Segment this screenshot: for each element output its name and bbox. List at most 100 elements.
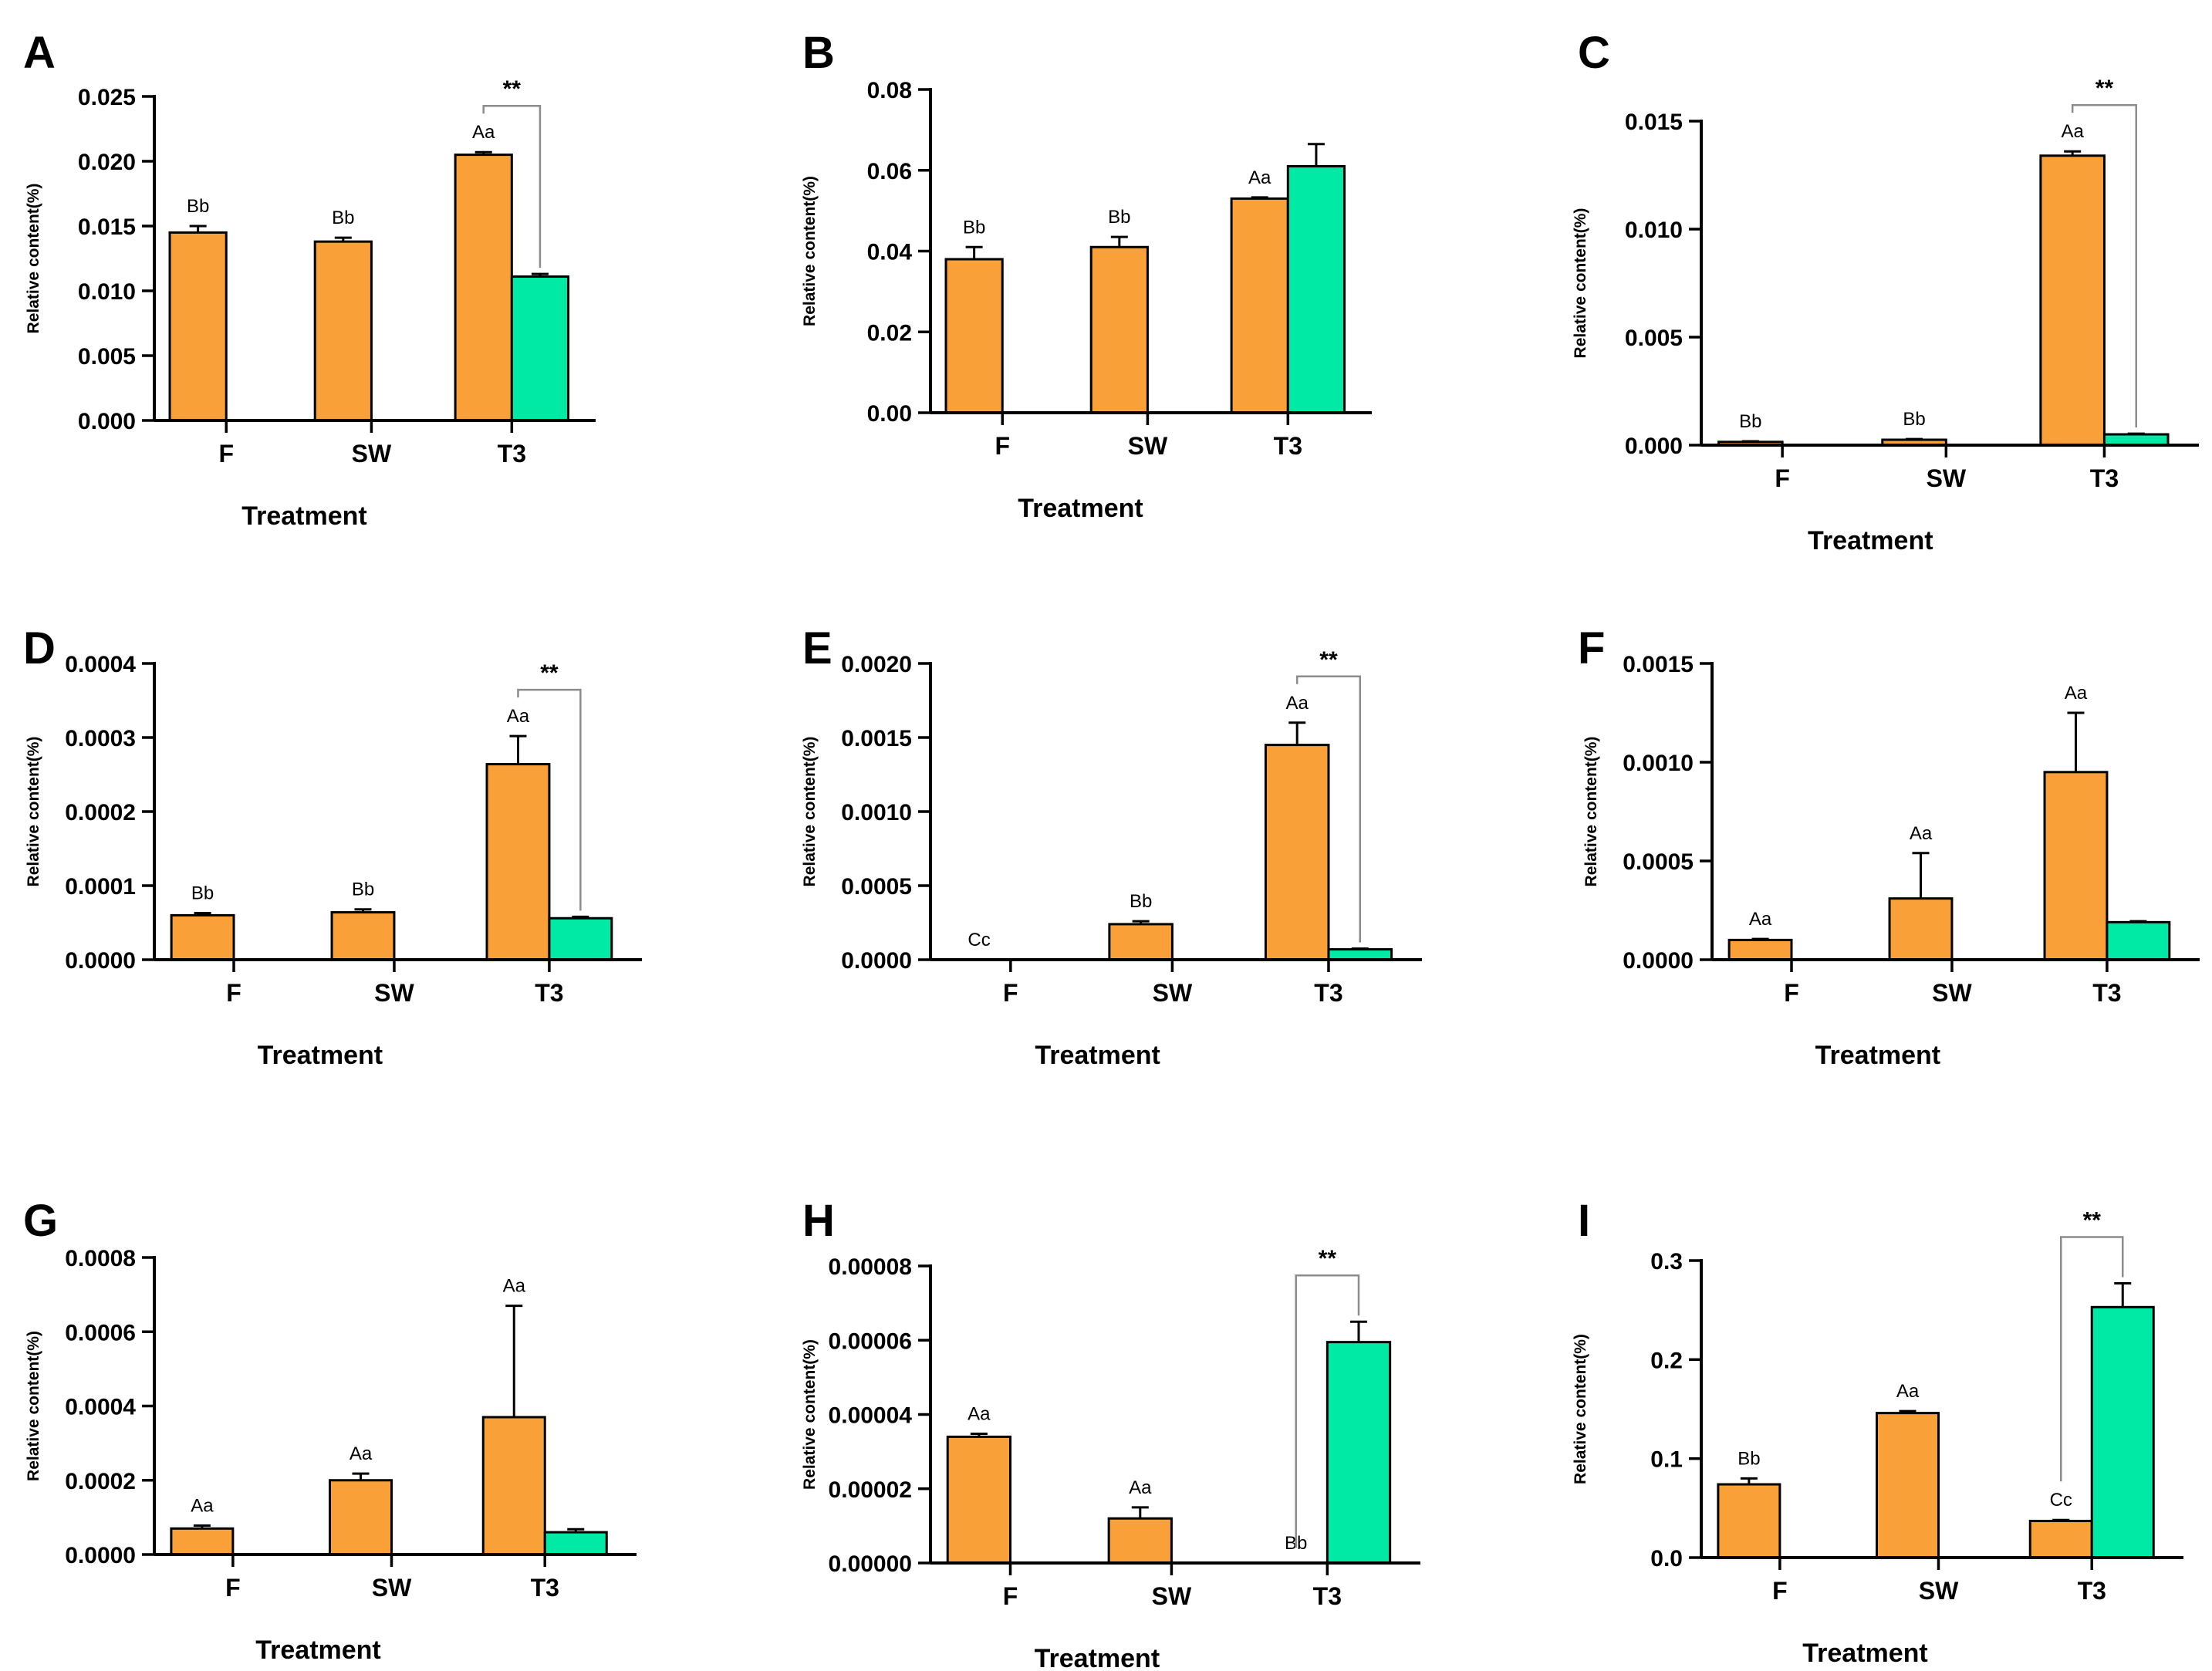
y-tick-label: 0.0003	[65, 726, 136, 751]
y-axis-title: Relative content(%)	[1582, 737, 1600, 887]
bar-green	[2106, 920, 2171, 961]
significance-letter: Bb	[1903, 409, 1925, 430]
bar-orange	[330, 911, 396, 961]
significance-letter: Aa	[1749, 909, 1772, 930]
y-tick-label: 0.0008	[65, 1246, 136, 1271]
x-tick-label: SW	[1927, 464, 1967, 492]
panel-letter: H	[802, 1196, 835, 1246]
y-tick-label: 0.0001	[65, 874, 136, 900]
significance-letter: Bb	[191, 883, 214, 904]
bar-orange	[1717, 1483, 1781, 1559]
significance-letter: Aa	[968, 1404, 991, 1425]
chart-panel-E: E Cc Bb Aa ** 0.0000 0.0005 0.0010 0.0015 0.0020 F…	[801, 623, 1422, 1070]
y-axis-title: Relative content(%)	[1572, 1334, 1589, 1484]
bar-green	[2090, 1305, 2155, 1559]
significance-bracket	[482, 104, 542, 268]
bar-orange	[313, 240, 373, 422]
x-tick-label: F	[218, 440, 234, 468]
significance-letter: Aa	[191, 1495, 214, 1516]
significance-letter: Aa	[1129, 1477, 1152, 1498]
significance-bracket	[1295, 1274, 1360, 1548]
bar-orange	[1727, 938, 1793, 961]
bar-orange	[168, 231, 228, 422]
x-tick-label: SW	[1919, 1577, 1959, 1605]
x-tick-label: T3	[535, 979, 563, 1007]
x-tick-label: SW	[1152, 1582, 1192, 1610]
chart-panel-A: A Bb Bb Aa ** 0.000 0.005 0.010 0.015 0.020 0.025 F…	[23, 28, 596, 531]
panel-letter: D	[23, 623, 56, 673]
x-axis-title: Treatment	[258, 1041, 383, 1070]
y-tick-label: 0.015	[1625, 110, 1683, 135]
bar-orange	[946, 1435, 1012, 1565]
chart-panel-H: HAaAaBb**0.000000.000020.000040.000060.0…	[801, 1196, 1420, 1671]
x-tick-label: SW	[1932, 979, 1972, 1007]
significance-letter: Aa	[472, 122, 495, 143]
chart-panel-G: G Aa Aa Aa 0.0000 0.0002 0.0004 0.0006 0.0008 F SW…	[23, 1196, 637, 1665]
x-tick-label: F	[1772, 1577, 1788, 1605]
y-tick-label: 0.08	[867, 78, 912, 103]
y-tick-label: 0.0010	[841, 800, 912, 825]
significance-bracket	[2060, 1236, 2124, 1482]
y-axis-title: Relative content(%)	[25, 1331, 42, 1481]
bar-orange	[481, 1416, 546, 1556]
y-tick-label: 0.005	[78, 344, 136, 370]
bar-orange	[1876, 1412, 1940, 1559]
y-tick-label: 0.00004	[829, 1403, 913, 1429]
x-tick-label: SW	[372, 1574, 412, 1602]
bar-orange	[170, 1527, 235, 1556]
y-tick-label: 0.00008	[829, 1254, 912, 1280]
significance-letter: Cc	[968, 930, 990, 950]
y-tick-label: 0.04	[867, 240, 913, 265]
significance-letter: Aa	[1896, 1381, 1920, 1402]
y-tick-label: 0.02	[867, 320, 912, 346]
significance-letter: Bb	[352, 879, 374, 900]
y-tick-label: 0.005	[1625, 326, 1683, 351]
significance-letter: Bb	[1108, 207, 1130, 228]
y-tick-label: 0.3	[1650, 1249, 1683, 1274]
bar-green	[1286, 165, 1346, 414]
x-tick-label: F	[1003, 1582, 1018, 1610]
y-tick-label: 0.0000	[65, 948, 136, 974]
significance-letter: Aa	[503, 1276, 526, 1297]
y-tick-label: 0.010	[1625, 218, 1683, 243]
x-tick-label: F	[1003, 979, 1018, 1007]
x-axis-title: Treatment	[241, 501, 367, 531]
significance-letter: Bb	[187, 196, 209, 217]
bar-orange	[944, 258, 1004, 414]
y-axis-title: Relative content(%)	[801, 737, 819, 887]
y-tick-label: 0.0004	[65, 652, 136, 677]
chart-panel-F: F Aa Aa Aa 0.0000 0.0005 0.0010 0.0015 F SW T3 Trea…	[1578, 623, 2200, 1070]
x-tick-label: T3	[1274, 432, 1302, 460]
x-axis-title: Treatment	[255, 1636, 381, 1665]
bar-green	[510, 275, 570, 422]
x-tick-label: T3	[498, 440, 526, 468]
x-axis-title: Treatment	[1035, 1644, 1160, 1671]
y-tick-label: 0.00006	[829, 1328, 912, 1354]
y-tick-label: 0.020	[78, 150, 136, 175]
significance-letter: Bb	[1739, 411, 1761, 432]
significance-stars: **	[540, 660, 559, 686]
bar-green	[543, 1531, 608, 1556]
y-tick-label: 0.010	[78, 279, 136, 305]
y-tick-label: 0.00	[867, 401, 912, 427]
y-tick-label: 0.0002	[65, 800, 136, 825]
panel-letter: A	[23, 28, 56, 78]
panel-letter: B	[802, 28, 835, 78]
significance-stars: **	[1319, 647, 1338, 673]
x-tick-label: SW	[1128, 432, 1168, 460]
significance-bracket	[517, 688, 582, 911]
significance-letter: Cc	[2050, 1490, 2072, 1511]
x-tick-label: F	[226, 979, 241, 1007]
bar-orange	[1888, 897, 1954, 961]
bar-green	[2102, 433, 2170, 447]
x-tick-label: T3	[531, 1574, 559, 1602]
x-tick-label: T3	[2078, 1577, 2106, 1605]
y-tick-label: 0.1	[1650, 1447, 1683, 1473]
x-tick-label: T3	[2092, 979, 2121, 1007]
significance-letter: Aa	[1910, 823, 1933, 844]
y-axis-title: Relative content(%)	[1572, 208, 1589, 359]
panel-letter: G	[23, 1196, 58, 1246]
y-tick-label: 0.0004	[65, 1395, 136, 1420]
x-axis-title: Treatment	[1815, 1041, 1941, 1070]
y-tick-label: 0.00002	[829, 1477, 912, 1503]
